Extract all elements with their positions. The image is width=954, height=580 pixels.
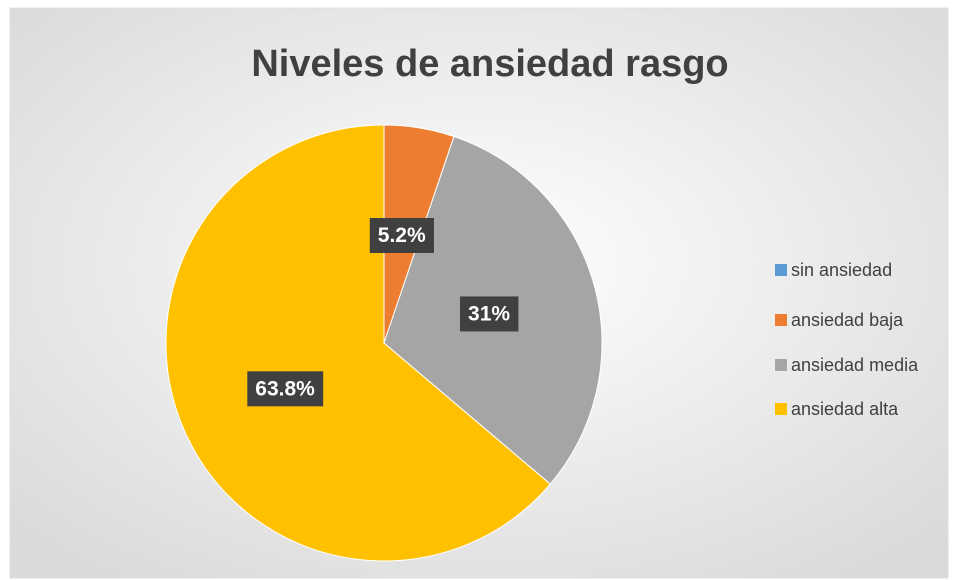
- legend-label: ansiedad baja: [791, 310, 904, 330]
- legend-swatch: [775, 359, 787, 371]
- data-label: 63.8%: [255, 377, 315, 400]
- legend-swatch: [775, 264, 787, 276]
- legend-swatch: [775, 403, 787, 415]
- pie-slice: [165, 124, 551, 562]
- data-label-box: [247, 371, 324, 407]
- data-label: 5.2%: [378, 224, 426, 247]
- chart-title: Niveles de ansiedad rasgo: [251, 43, 728, 85]
- legend-label: ansiedad alta: [791, 399, 899, 419]
- legend-label: ansiedad media: [791, 355, 919, 375]
- data-label: 31%: [468, 302, 510, 325]
- data-label-box: [369, 217, 434, 253]
- legend-swatch: [775, 314, 787, 326]
- legend-label: sin ansiedad: [791, 260, 892, 280]
- data-label-box: [460, 296, 519, 332]
